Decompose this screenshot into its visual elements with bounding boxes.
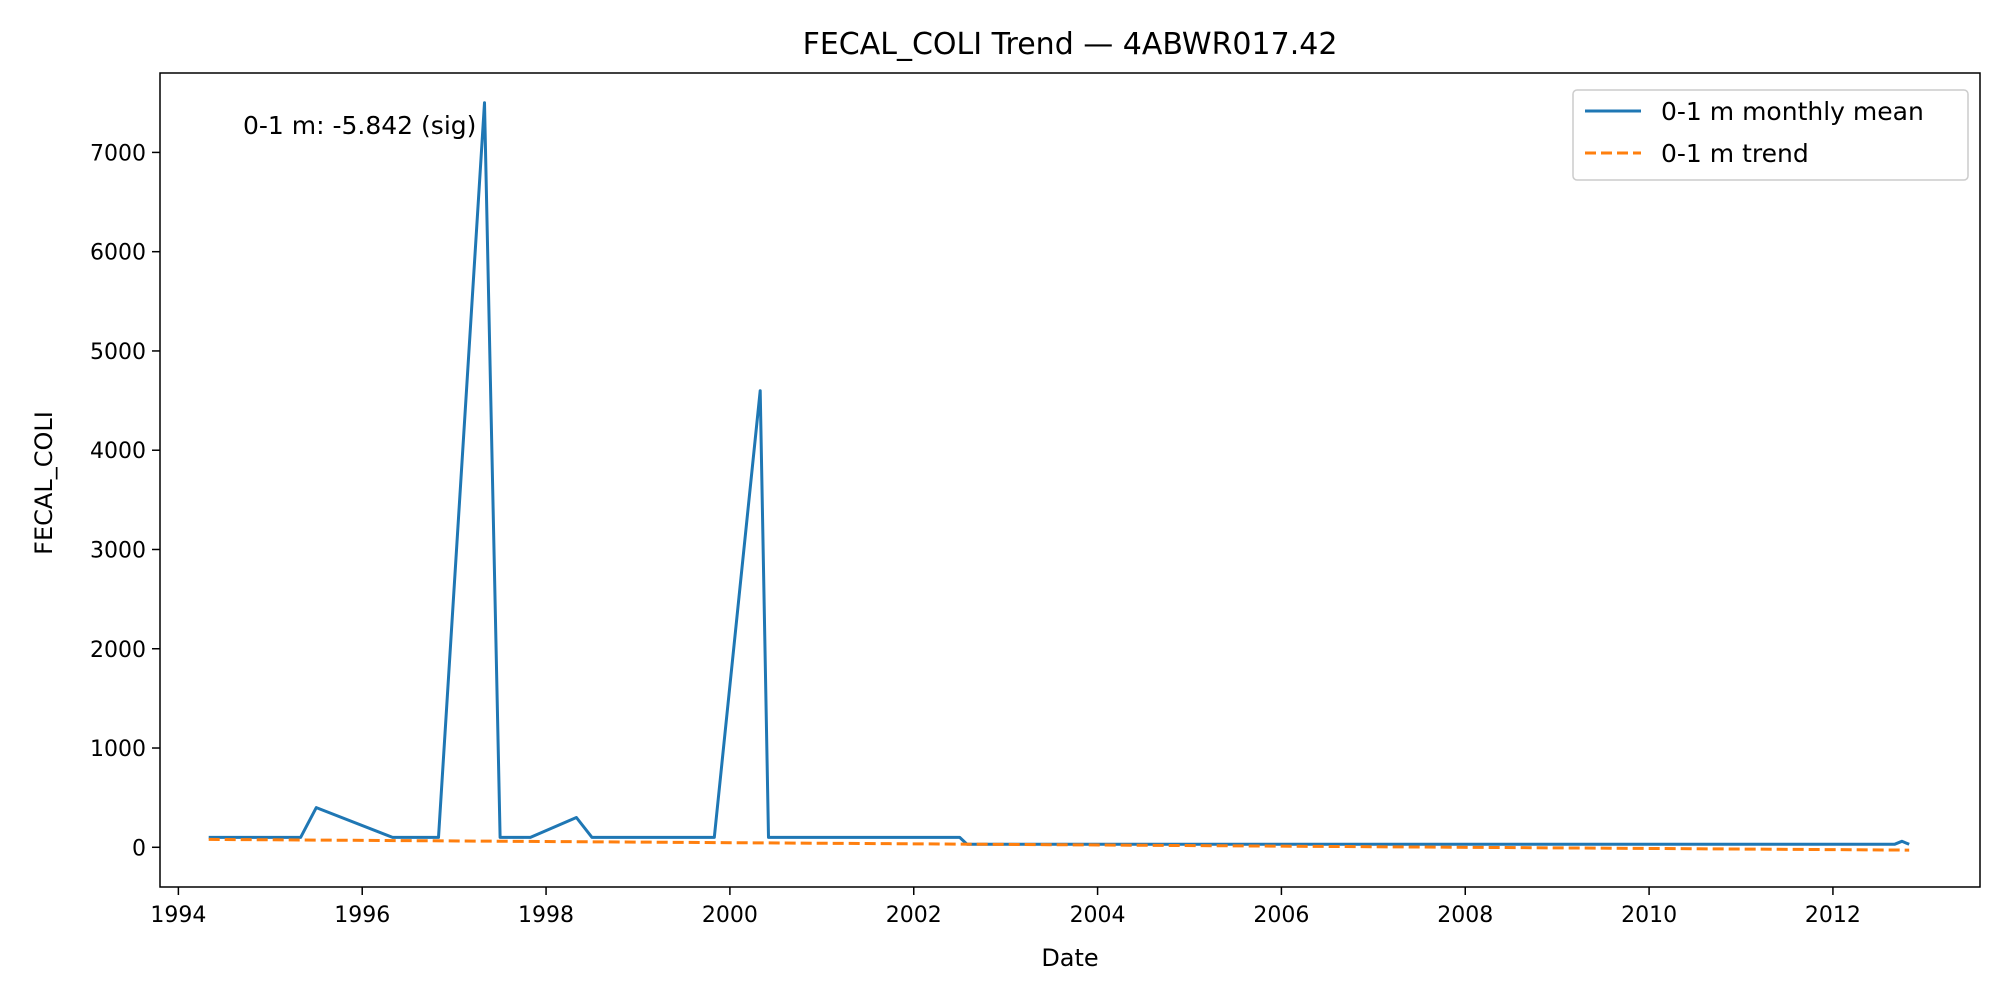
y-tick-label: 3000: [90, 538, 146, 563]
x-tick-label: 2002: [886, 903, 942, 928]
y-tick-label: 7000: [90, 141, 146, 166]
y-tick-label: 2000: [90, 638, 146, 663]
trend-line: [208, 837, 1910, 852]
x-tick-label: 2006: [1253, 903, 1309, 928]
legend-box: [1572, 89, 1969, 181]
x-tick-label: 2008: [1437, 903, 1493, 928]
x-tick-label: 1996: [334, 903, 390, 928]
trend-annotation: 0-1 m: -5.842 (sig): [243, 111, 476, 140]
x-axis-title: Date: [1041, 944, 1098, 972]
y-axis: 0 1000 2000 3000 4000 5000 6000 7000: [90, 141, 160, 861]
y-tick-label: 5000: [90, 340, 146, 365]
y-tick-label: 0: [132, 836, 146, 861]
x-tick-label: 1994: [150, 903, 206, 928]
plot-area: [208, 101, 1910, 852]
plot-frame: [159, 72, 1981, 888]
y-tick-label: 1000: [90, 737, 146, 762]
x-tick-label: 2010: [1621, 903, 1677, 928]
chart-title: FECAL_COLI Trend — 4ABWR017.42: [803, 27, 1338, 62]
monthly-mean-line: [208, 101, 1910, 846]
x-tick-label: 1998: [518, 903, 574, 928]
y-tick-label: 4000: [90, 439, 146, 464]
legend: 0-1 m monthly mean 0-1 m trend: [1572, 89, 1969, 181]
x-tick-label: 2004: [1070, 903, 1126, 928]
y-axis-title: FECAL_COLI: [30, 411, 58, 555]
y-tick-label: 6000: [90, 241, 146, 266]
x-tick-label: 2012: [1805, 903, 1861, 928]
legend-label: 0-1 m trend: [1661, 139, 1809, 168]
x-axis: 1994 1996 1998 2000 2002 2004 2006 2008 2010 2012: [150, 887, 1861, 928]
x-tick-label: 2000: [702, 903, 758, 928]
legend-label: 0-1 m monthly mean: [1661, 97, 1924, 126]
